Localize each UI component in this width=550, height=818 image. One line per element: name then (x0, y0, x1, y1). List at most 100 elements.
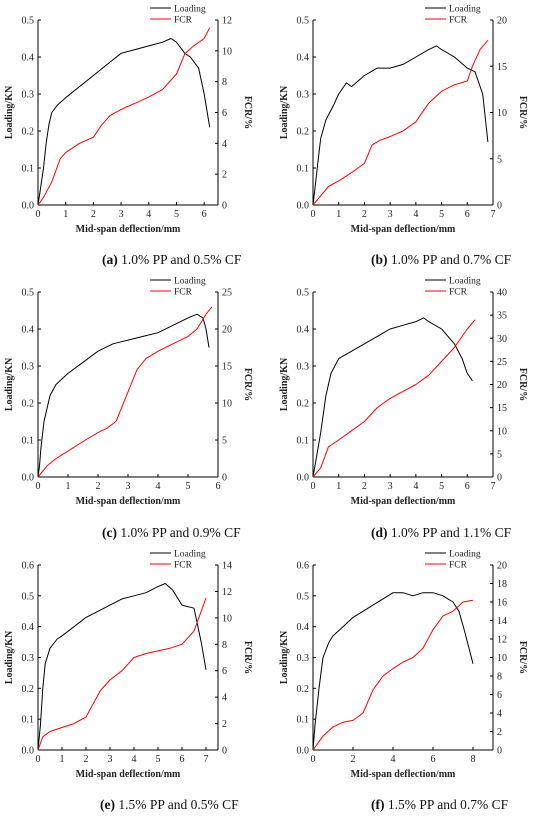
caption-f: (f) 1.5% PP and 0.7% CF (371, 797, 508, 813)
x-axis-label: Mid-span deflection/mm (76, 496, 181, 507)
y2-tick-label: 35 (497, 311, 507, 322)
y-tick-label: 0.2 (22, 399, 35, 410)
y2-axis-label: FCR/% (242, 641, 253, 674)
legend-label-fcr: FCR (174, 288, 193, 298)
y2-tick-label: 14 (497, 616, 507, 627)
y2-tick-label: 5 (497, 449, 502, 460)
y2-tick-label: 6 (222, 108, 227, 119)
caption-letter-c: (c) (102, 525, 117, 540)
chart-svg-c: 0 1 2 3 4 5 6 0.0 0.1 0.2 0.3 0.4 0.5 0 5 10 15 20 25 Mid-s… (4, 277, 253, 508)
y-tick-label: 0.2 (22, 684, 35, 695)
y-tick-label: 0.1 (22, 715, 35, 726)
y2-tick-label: 20 (497, 561, 507, 572)
chart-panel-f: 0 2 4 6 8 0.0 0.1 0.2 0.3 0.4 0.5 0.6 0 2 4 6 8 10 12 14 16 1… (275, 545, 550, 818)
x-tick-label: 1 (336, 481, 341, 492)
chart-panel-c: 0 1 2 3 4 5 6 0.0 0.1 0.2 0.3 0.4 0.5 0 5 10 15 20 25 Mid-s… (0, 272, 275, 544)
caption-letter-e: (e) (100, 797, 115, 812)
y2-tick-label: 15 (497, 62, 507, 73)
y2-tick-label: 25 (222, 288, 232, 299)
y2-tick-label: 2 (222, 719, 227, 730)
y-tick-label: 0.5 (22, 16, 35, 27)
y2-tick-label: 12 (222, 16, 232, 27)
y2-tick-label: 10 (497, 426, 507, 437)
x-tick-label: 4 (146, 209, 151, 220)
y2-tick-label: 16 (497, 598, 507, 609)
y-tick-label: 0.0 (22, 746, 35, 757)
caption-letter-a: (a) (102, 252, 118, 267)
legend-label-loading: Loading (449, 550, 481, 560)
legend-label-loading: Loading (449, 277, 481, 287)
caption-a: (a) 1.0% PP and 0.5% CF (102, 252, 241, 268)
legend-label-fcr: FCR (174, 16, 193, 26)
y2-tick-label: 0 (497, 746, 502, 757)
x-tick-label: 1 (66, 481, 71, 492)
loading-series-line (37, 38, 211, 206)
y2-axis-label: FCR/% (242, 96, 253, 129)
chart-panel-a: 0 1 2 3 4 5 6 0.0 0.1 0.2 0.3 0.4 0.5 0 2 4 6 8 10 12 Mid-sp… (0, 0, 275, 272)
y-tick-label: 0.1 (297, 164, 310, 175)
x-tick-label: 2 (362, 481, 367, 492)
x-tick-label: 0 (311, 209, 316, 220)
x-tick-label: 3 (119, 209, 124, 220)
y2-tick-label: 0 (222, 746, 227, 757)
x-axis-label: Mid-span deflection/mm (351, 224, 456, 235)
y2-tick-label: 10 (222, 613, 232, 624)
chart-svg-a: 0 1 2 3 4 5 60.00.10.20.30.40.5024681012Mid-sp… (4, 5, 253, 236)
y-tick-label: 0.1 (22, 164, 35, 175)
y-tick-label: 0.3 (22, 90, 35, 101)
y2-tick-label: 25 (497, 357, 507, 368)
y2-tick-label: 30 (497, 334, 507, 345)
x-axis-label: Mid-span deflection/mm (351, 496, 456, 507)
y-tick-label: 0.3 (297, 362, 310, 373)
y2-tick-label: 6 (222, 666, 227, 677)
x-tick-label: 2 (96, 481, 101, 492)
caption-text-f: 1.5% PP and 0.7% CF (387, 797, 509, 812)
y2-tick-label: 14 (222, 561, 232, 572)
y2-tick-label: 0 (497, 201, 502, 212)
caption-text-d: 1.0% PP and 1.1% CF (390, 525, 512, 540)
x-tick-label: 6 (180, 754, 185, 765)
y2-tick-label: 0 (222, 201, 227, 212)
y2-tick-label: 0 (497, 473, 502, 484)
legend-label-loading: Loading (449, 5, 481, 15)
y-tick-label: 0.5 (22, 591, 35, 602)
chart-svg-f: 0 2 4 6 8 0.0 0.1 0.2 0.3 0.4 0.5 0.6 0 2 4 6 8 10 12 14 16 1… (279, 550, 528, 781)
caption-e: (e) 1.5% PP and 0.5% CF (100, 797, 239, 813)
y2-tick-label: 8 (222, 640, 227, 651)
x-tick-label: 6 (465, 209, 470, 220)
y2-tick-label: 2 (497, 727, 502, 738)
y2-tick-label: 10 (497, 653, 507, 664)
x-tick-label: 0 (311, 754, 316, 765)
loading-series-line (37, 583, 207, 751)
caption-letter-b: (b) (371, 252, 388, 267)
x-tick-label: 6 (216, 481, 221, 492)
y-tick-label: 0.2 (22, 127, 35, 138)
x-tick-label: 2 (351, 754, 356, 765)
fcr-series-line (312, 39, 489, 206)
legend-label-fcr: FCR (174, 561, 193, 571)
x-tick-label: 8 (471, 754, 476, 765)
y-tick-label: 0.5 (297, 591, 310, 602)
y-tick-label: 0.3 (22, 362, 35, 373)
y-tick-label: 0.1 (297, 436, 310, 447)
y-tick-label: 0.0 (297, 201, 310, 212)
x-tick-label: 4 (156, 481, 161, 492)
x-axis-label: Mid-span deflection/mm (351, 769, 456, 780)
loading-series-line (312, 592, 474, 751)
legend-label-loading: Loading (174, 5, 206, 15)
x-tick-label: 6 (431, 754, 436, 765)
chart-svg-e: 0 1 2 3 4 5 6 70.00.10.20.30.40.50.602468101214… (4, 550, 253, 781)
y2-tick-label: 4 (222, 693, 227, 704)
y-tick-label: 0.4 (22, 622, 35, 633)
caption-text-a: 1.0% PP and 0.5% CF (121, 252, 242, 267)
x-tick-label: 4 (132, 754, 137, 765)
x-tick-label: 4 (413, 481, 418, 492)
fcr-series-line (37, 27, 211, 206)
y-tick-label: 0.0 (22, 473, 35, 484)
y-tick-label: 0.6 (22, 561, 35, 572)
caption-letter-d: (d) (371, 525, 388, 540)
chart-svg-b: 0 1 2 3 4 5 6 7 0.0 0.1 0.2 0.3 0.4 0.5 0 5 10 15 20 Mid-sp… (279, 5, 528, 236)
y2-axis-label: FCR/% (517, 96, 528, 129)
caption-text-c: 1.0% PP and 0.9% CF (120, 525, 241, 540)
